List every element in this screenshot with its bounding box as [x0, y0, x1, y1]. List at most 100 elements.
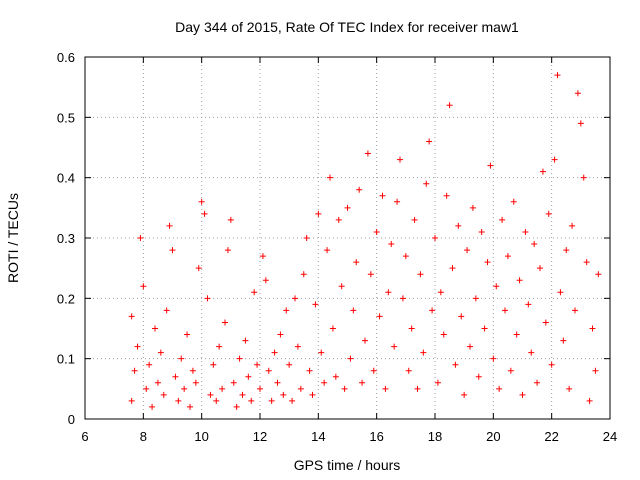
data-point [294, 343, 301, 350]
y-tick-label: 0.2 [57, 291, 75, 306]
data-point [542, 319, 549, 326]
data-point [242, 337, 249, 344]
data-point [414, 385, 421, 392]
data-point [502, 307, 508, 314]
data-point [271, 349, 278, 356]
data-point [385, 289, 392, 296]
data-point [461, 391, 468, 398]
data-point [207, 391, 214, 398]
data-point [181, 385, 188, 392]
data-point [178, 355, 185, 362]
data-point [233, 403, 240, 410]
data-point [324, 247, 331, 254]
data-point [227, 216, 234, 223]
x-tick-label: 10 [194, 429, 208, 444]
data-point [306, 367, 313, 374]
data-point [408, 325, 415, 332]
data-point [469, 204, 476, 211]
data-point [280, 391, 287, 398]
data-point [262, 277, 269, 284]
x-tick-label: 6 [81, 429, 88, 444]
data-point [566, 385, 573, 392]
data-point [154, 379, 161, 386]
data-point [484, 259, 491, 266]
data-point [589, 325, 596, 332]
x-tick-label: 8 [140, 429, 147, 444]
data-point [560, 337, 567, 344]
data-point [341, 385, 348, 392]
data-point [519, 391, 526, 398]
data-point [172, 373, 179, 380]
data-point [327, 174, 333, 181]
data-point [458, 313, 465, 320]
data-point [373, 228, 380, 235]
data-point [224, 247, 231, 254]
data-point [297, 385, 304, 392]
data-point [490, 355, 497, 362]
data-point [481, 325, 488, 332]
data-point [417, 271, 424, 278]
data-point [545, 210, 552, 217]
x-tick-label: 16 [369, 429, 383, 444]
data-point [388, 241, 395, 248]
data-point [525, 301, 532, 308]
data-point [493, 283, 500, 290]
data-point [472, 295, 479, 302]
data-points [128, 72, 602, 410]
data-point [353, 259, 360, 266]
data-point [577, 120, 584, 127]
data-point [131, 367, 138, 374]
data-point [528, 349, 535, 356]
data-point [534, 379, 541, 386]
data-point [163, 307, 170, 314]
data-point [210, 361, 217, 368]
y-tick-label: 0.1 [57, 352, 75, 367]
data-point [359, 379, 366, 386]
y-tick-label: 0.5 [57, 110, 75, 125]
data-point [335, 216, 342, 223]
data-point [405, 367, 412, 374]
data-point [452, 361, 459, 368]
data-point [259, 253, 266, 260]
data-point [402, 253, 409, 260]
data-point [397, 156, 403, 163]
data-point [499, 216, 506, 223]
data-point [274, 379, 281, 386]
data-point [216, 343, 223, 350]
data-point [580, 174, 587, 181]
data-point [420, 349, 427, 356]
data-point [265, 367, 272, 374]
data-point [236, 355, 243, 362]
data-point [382, 385, 389, 392]
data-point [394, 198, 401, 205]
data-point [364, 150, 371, 157]
data-point [195, 265, 202, 272]
y-tick-label: 0.4 [57, 171, 75, 186]
data-point [516, 277, 523, 284]
data-point [245, 373, 252, 380]
data-point [507, 367, 514, 374]
data-point [563, 247, 570, 254]
x-tick-label: 14 [311, 429, 325, 444]
data-point [487, 162, 494, 169]
data-point [443, 192, 450, 199]
data-point [257, 385, 263, 392]
data-point [426, 138, 433, 145]
data-point [569, 222, 576, 229]
data-point [370, 367, 377, 374]
y-tick-label: 0 [68, 412, 75, 427]
data-point [347, 355, 354, 362]
data-point [321, 379, 328, 386]
x-tick-label: 22 [544, 429, 558, 444]
data-point [504, 253, 511, 260]
chart-title: Day 344 of 2015, Rate Of TEC Index for r… [175, 19, 519, 35]
data-point [399, 295, 406, 302]
data-point [572, 307, 578, 314]
data-point [475, 373, 482, 380]
data-point [140, 283, 147, 290]
data-point [219, 385, 226, 392]
data-point [213, 397, 220, 404]
data-point [312, 301, 319, 308]
data-point [446, 102, 453, 109]
